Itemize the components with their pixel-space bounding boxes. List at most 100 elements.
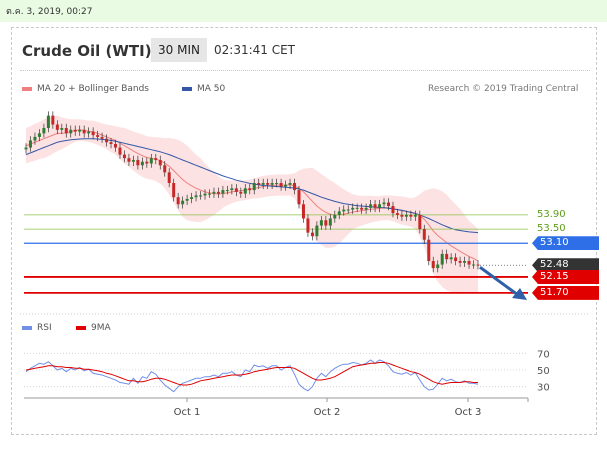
- candle-body: [199, 195, 203, 197]
- rsi-tick-label: 70: [537, 349, 550, 360]
- forecast-arrow-head: [512, 288, 527, 300]
- candle-body: [91, 131, 95, 136]
- candle-body: [266, 183, 270, 185]
- legend-ma50: MA 50: [182, 84, 225, 94]
- candle-body: [445, 253, 449, 260]
- candle-body: [127, 158, 131, 162]
- candle-body: [346, 209, 350, 211]
- clock: 02:31:41 CET: [214, 43, 295, 57]
- timestamp-bar: ต.ค. 3, 2019, 00:27: [0, 0, 607, 22]
- candle-body: [386, 202, 390, 207]
- candle-body: [136, 159, 140, 166]
- rsi-ma-swatch: [76, 325, 86, 330]
- instrument-title: Crude Oil (WTI): [22, 42, 152, 60]
- candle-body: [284, 184, 288, 187]
- candle-body: [275, 183, 279, 184]
- candle-body: [190, 197, 194, 199]
- candle-body: [243, 188, 247, 194]
- timeframe-button[interactable]: 30 MIN: [151, 38, 207, 62]
- bollinger-swatch: [22, 86, 32, 91]
- candle-body: [355, 207, 359, 209]
- rsi-ma-line: [25, 362, 478, 386]
- candle-body: [279, 183, 283, 187]
- candle-body: [96, 135, 100, 137]
- candle-body: [418, 214, 422, 230]
- candle-body: [395, 213, 399, 215]
- candle-body: [55, 124, 59, 130]
- candle-body: [427, 239, 431, 261]
- candle-body: [207, 193, 211, 195]
- candle-body: [404, 214, 408, 217]
- candle-body: [216, 191, 220, 194]
- candle-body: [293, 183, 297, 191]
- x-tick-label: Oct 2: [314, 407, 341, 418]
- candle-body: [436, 264, 440, 269]
- candle-body: [315, 225, 319, 237]
- candle-body: [149, 158, 153, 164]
- candle-body: [364, 207, 368, 210]
- candle-body: [337, 211, 341, 215]
- candle-body: [257, 183, 261, 185]
- rsi-tick-label: 30: [537, 383, 550, 394]
- candle-body: [145, 161, 149, 164]
- candle-body: [342, 209, 346, 212]
- candle-body: [140, 161, 144, 166]
- candle-body: [248, 188, 252, 191]
- candle-body: [472, 264, 476, 266]
- candle-body: [82, 129, 86, 134]
- candle-body: [458, 261, 462, 263]
- candle-body: [431, 261, 435, 269]
- candle-body: [105, 138, 109, 143]
- candle-body: [391, 206, 395, 214]
- candle-body: [301, 204, 305, 219]
- candle-body: [440, 253, 444, 265]
- candle-body: [270, 183, 274, 185]
- candle-body: [122, 154, 126, 159]
- x-tick-label: Oct 1: [174, 407, 201, 418]
- header-divider: [20, 70, 590, 71]
- candle-body: [51, 115, 55, 125]
- candle-body: [382, 202, 386, 205]
- candle-body: [163, 165, 167, 173]
- candle-body: [467, 261, 471, 265]
- candle-body: [239, 191, 243, 194]
- chart-card: [11, 27, 597, 435]
- candle-body: [373, 204, 377, 208]
- candle-body: [369, 204, 373, 208]
- candle-body: [310, 232, 314, 237]
- candle-body: [230, 188, 234, 191]
- candle-body: [100, 136, 104, 139]
- legend-rsi: RSI: [22, 323, 52, 333]
- candle-body: [297, 190, 301, 205]
- candle-body: [42, 128, 46, 134]
- timestamp: ต.ค. 3, 2019, 00:27: [6, 7, 93, 17]
- candle-body: [69, 129, 73, 134]
- candle-body: [203, 193, 207, 196]
- legend-rsi-ma: 9MA: [76, 323, 111, 333]
- candle-body: [212, 191, 216, 194]
- level-tag-53-10: 53.10: [532, 236, 599, 251]
- x-tick-label: Oct 3: [455, 407, 482, 418]
- candle-body: [400, 214, 404, 217]
- level-tag-52-15: 52.15: [532, 269, 599, 284]
- candle-body: [87, 131, 91, 134]
- candle-body: [78, 129, 82, 132]
- candle-body: [413, 214, 417, 217]
- candle-body: [324, 220, 328, 226]
- candle-body: [118, 147, 122, 155]
- candle-body: [252, 183, 256, 191]
- candle-body: [360, 207, 364, 210]
- level-tag-51-70: 51.70: [532, 285, 599, 300]
- candle-body: [234, 188, 238, 192]
- ma50-line: [25, 138, 479, 234]
- candle-body: [172, 183, 176, 198]
- candle-body: [109, 142, 113, 144]
- candle-body: [306, 218, 310, 233]
- candle-body: [167, 172, 171, 183]
- candle-body: [24, 147, 28, 150]
- candle-body: [185, 198, 189, 201]
- candle-body: [463, 261, 467, 263]
- candle-body: [64, 128, 68, 134]
- candle-body: [158, 159, 162, 166]
- level-tag-53-90: 53.90: [537, 208, 566, 220]
